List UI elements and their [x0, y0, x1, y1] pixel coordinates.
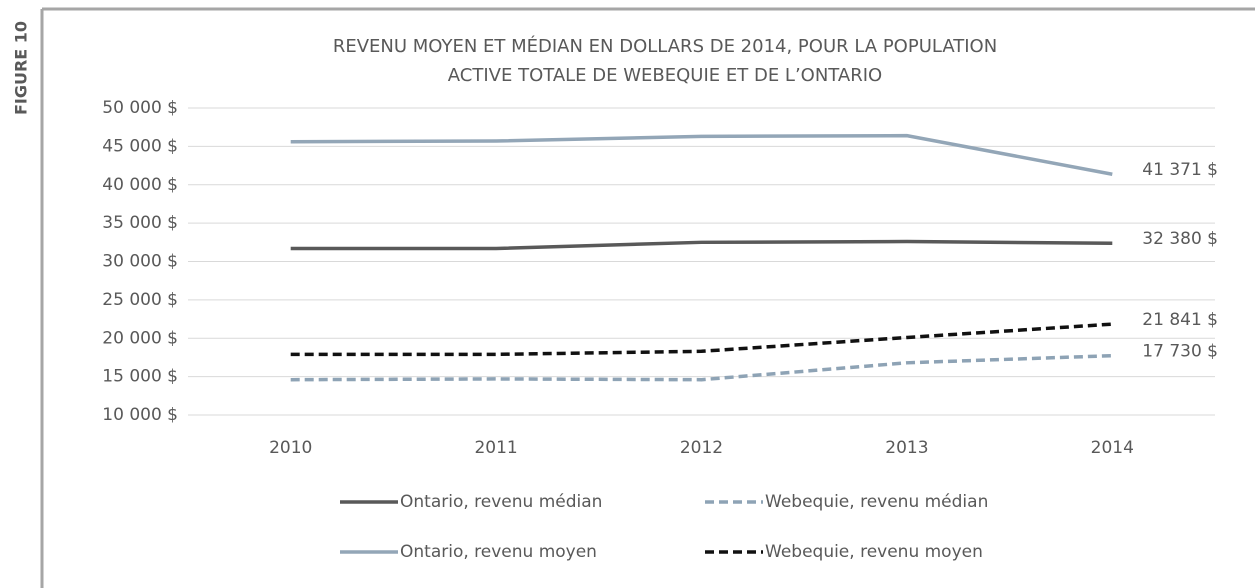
- x-tick-label: 2011: [474, 438, 517, 458]
- y-tick-label: 30 000 $: [102, 252, 178, 272]
- y-tick-label: 15 000 $: [102, 367, 178, 387]
- y-tick-label: 50 000 $: [102, 98, 178, 118]
- x-tick-label: 2012: [680, 438, 723, 458]
- value-label: 17 730 $: [1142, 342, 1218, 362]
- y-tick-label: 10 000 $: [102, 405, 178, 425]
- series-line: [290, 133, 1113, 176]
- chart-title: REVENU MOYEN ET MÉDIAN EN DOLLARS DE 201…: [333, 35, 997, 57]
- y-tick-label: 20 000 $: [102, 328, 178, 348]
- x-tick-label: 2010: [269, 438, 312, 458]
- legend-label: Webequie, revenu médian: [765, 492, 988, 512]
- value-label: 41 371 $: [1142, 160, 1218, 180]
- chart-title: ACTIVE TOTALE DE WEBEQUIE ET DE L’ONTARI…: [448, 65, 882, 86]
- value-label: 32 380 $: [1142, 229, 1218, 249]
- y-tick-label: 25 000 $: [102, 290, 178, 310]
- legend-label: Ontario, revenu moyen: [400, 542, 597, 562]
- series-line: [290, 353, 1113, 382]
- y-tick-label: 40 000 $: [102, 175, 178, 195]
- x-tick-label: 2014: [1091, 438, 1134, 458]
- value-label: 21 841 $: [1142, 310, 1218, 330]
- legend-label: Ontario, revenu médian: [400, 492, 602, 512]
- series-line: [290, 322, 1113, 357]
- y-tick-label: 35 000 $: [102, 213, 178, 233]
- figure-label: FIGURE 10: [12, 21, 31, 115]
- y-tick-label: 45 000 $: [102, 136, 178, 156]
- legend-label: Webequie, revenu moyen: [765, 542, 983, 562]
- x-tick-label: 2013: [885, 438, 928, 458]
- series-line: [290, 239, 1113, 251]
